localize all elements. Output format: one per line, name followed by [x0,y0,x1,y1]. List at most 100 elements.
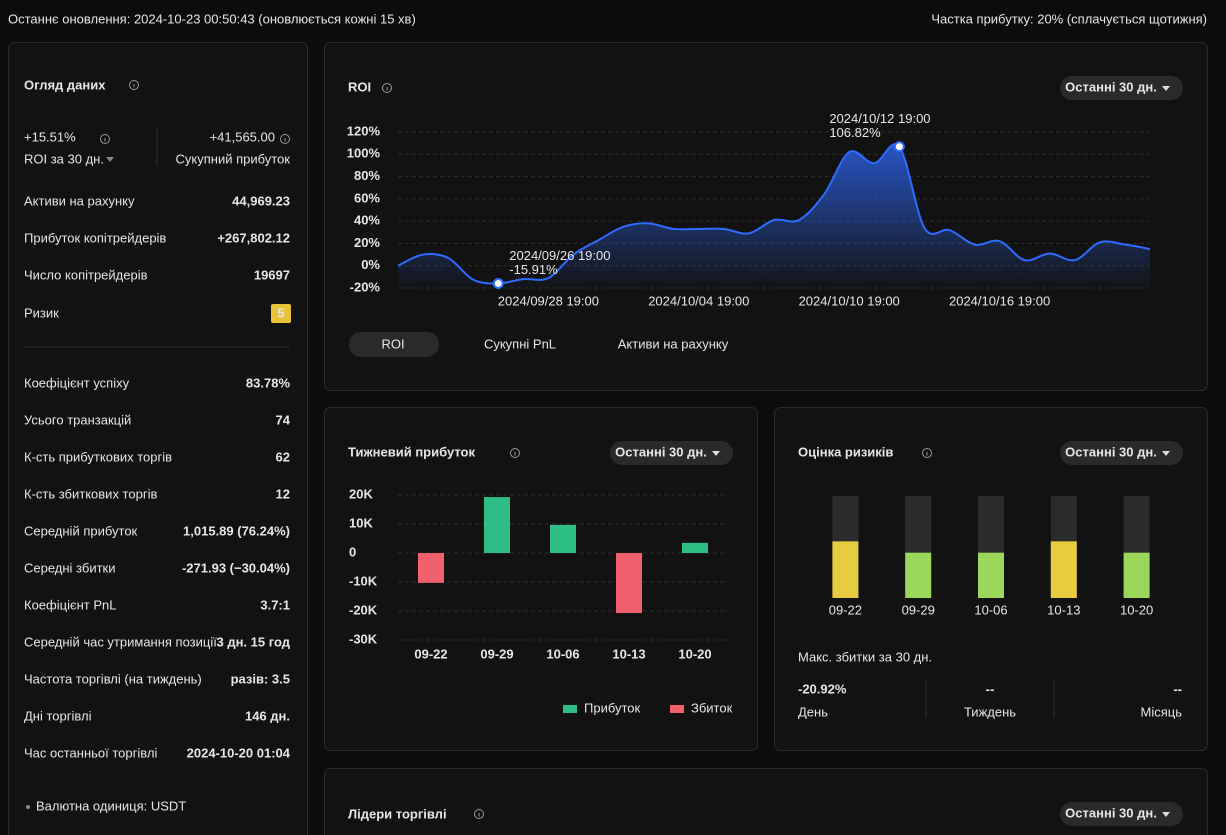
x-tick-label: 09-22 [829,602,862,617]
footer: Валютна одиниця: USDT [36,798,186,813]
row-value: -271.93 (−30.04%) [182,560,290,575]
dropdown-label[interactable]: Останні 30 дн. [1065,79,1157,94]
bar [832,541,859,598]
y-tick-label: -20% [350,279,381,294]
row-label: Ризик [24,305,59,320]
tab[interactable]: Активи на рахунку [618,336,729,351]
info-icon [510,448,520,458]
row-label: К-сть збиткових торгів [24,486,157,501]
info-icon [922,448,932,458]
row-value: 146 дн. [245,708,290,723]
x-tick-label: 09-29 [902,602,935,617]
dropdown-caret [712,451,720,456]
x-tick-label: 10-13 [1047,602,1080,617]
x-tick-label: 09-29 [480,646,513,661]
row-label: Середні збитки [24,560,115,575]
caret [106,157,114,162]
risk-summary-value: -20.92% [798,681,847,696]
roi-value: +15.51% [24,129,76,144]
dropdown[interactable] [1060,441,1183,465]
row-value: 74 [276,412,291,427]
dropdown-label[interactable]: Останні 30 дн. [1065,805,1157,820]
row-label: Прибуток копітрейдерів [24,230,166,245]
legend-label: Прибуток [584,700,641,715]
header-right: Частка прибутку: 20% (сплачується щотижн… [931,11,1207,26]
risk-summary-value: -- [986,681,995,696]
x-tick-label: 09-22 [414,646,447,661]
risk-summary-label: Тиждень [964,704,1016,719]
y-tick-label: 60% [354,190,380,205]
weekly-panel [324,407,758,751]
dropdown-label[interactable]: Останні 30 дн. [1065,444,1157,459]
y-tick-label: -10K [349,573,378,588]
row-value: 19697 [254,267,290,282]
risk-summary-label: День [798,704,828,719]
roi-area [398,144,1150,288]
bar [550,524,576,553]
header-left: Останнє оновлення: 2024-10-23 00:50:43 (… [8,11,416,26]
row-label: Час останньої торгівлі [24,745,157,760]
y-tick-label: -20K [349,602,378,617]
row-value: 44,969.23 [232,193,290,208]
info-icon [474,809,484,819]
dropdown-label[interactable]: Останні 30 дн. [615,444,707,459]
bar [418,553,444,583]
annotation-date: 2024/09/26 19:00 [509,248,610,263]
y-tick-label: 40% [354,213,380,228]
bar [616,553,642,614]
tab[interactable]: ROI [381,336,404,351]
profit-label: Сукупний прибуток [176,151,291,166]
row-value: +267,802.12 [217,230,290,245]
annotation-marker [492,277,504,289]
tab-active[interactable] [349,332,439,357]
x-tick-label: 10-20 [678,646,711,661]
x-tick-label: 2024/10/04 19:00 [648,293,749,308]
tab[interactable]: Сукупні PnL [484,336,556,351]
row-value: 62 [276,449,290,464]
row-label: Дні торгівлі [24,708,92,723]
row-label: Усього транзакцій [24,412,131,427]
row-label: Число копітрейдерів [24,267,148,282]
info-icon [129,80,139,90]
overview-title: Огляд даних [24,77,106,92]
bar [905,552,932,598]
dropdown-caret [1162,86,1170,91]
dropdown-caret [1162,812,1170,817]
annotation-date: 2024/10/12 19:00 [829,111,930,126]
row-value: 2024-10-20 01:04 [187,745,291,760]
profit-value: +41,565.00 [210,129,275,144]
roi-line [397,143,1151,285]
y-tick-label: 100% [347,146,381,161]
risk-summary-title: Макс. збитки за 30 дн. [798,649,932,664]
bar [682,542,708,553]
y-tick-label: -30K [349,631,378,646]
bullet [26,805,30,809]
legend-label: Збиток [691,700,733,715]
row-label: Активи на рахунку [24,193,135,208]
y-tick-label: 80% [354,168,380,183]
row-value: 12 [276,486,290,501]
chart-title: Тижневий прибуток [348,444,475,459]
dropdown[interactable] [610,441,733,465]
bar [978,552,1004,598]
dropdown[interactable] [1060,802,1183,826]
risk-summary-value: -- [1173,681,1182,696]
row-value: 3.7:1 [260,597,290,612]
roi-panel [324,42,1208,391]
bar [1050,541,1077,598]
row-label: Коефіцієнт PnL [24,597,116,612]
row-value: 3 дн. 15 год [216,634,290,649]
row-value: 1,015.89 (76.24%) [183,523,290,538]
x-tick-label: 2024/09/28 19:00 [498,293,599,308]
info-icon [280,134,290,144]
info-icon [100,134,110,144]
row-label: Коефіцієнт успіху [24,375,130,390]
y-tick-label: 10K [349,515,373,530]
legend-swatch [563,705,577,713]
annotation-value: 106.82% [829,125,881,140]
x-tick-label: 10-20 [1120,602,1153,617]
chart-title: Оцінка ризиків [798,444,893,459]
annotation-marker [893,141,905,153]
dropdown[interactable] [1060,76,1183,100]
roi-label: ROI за 30 дн. [24,151,104,166]
